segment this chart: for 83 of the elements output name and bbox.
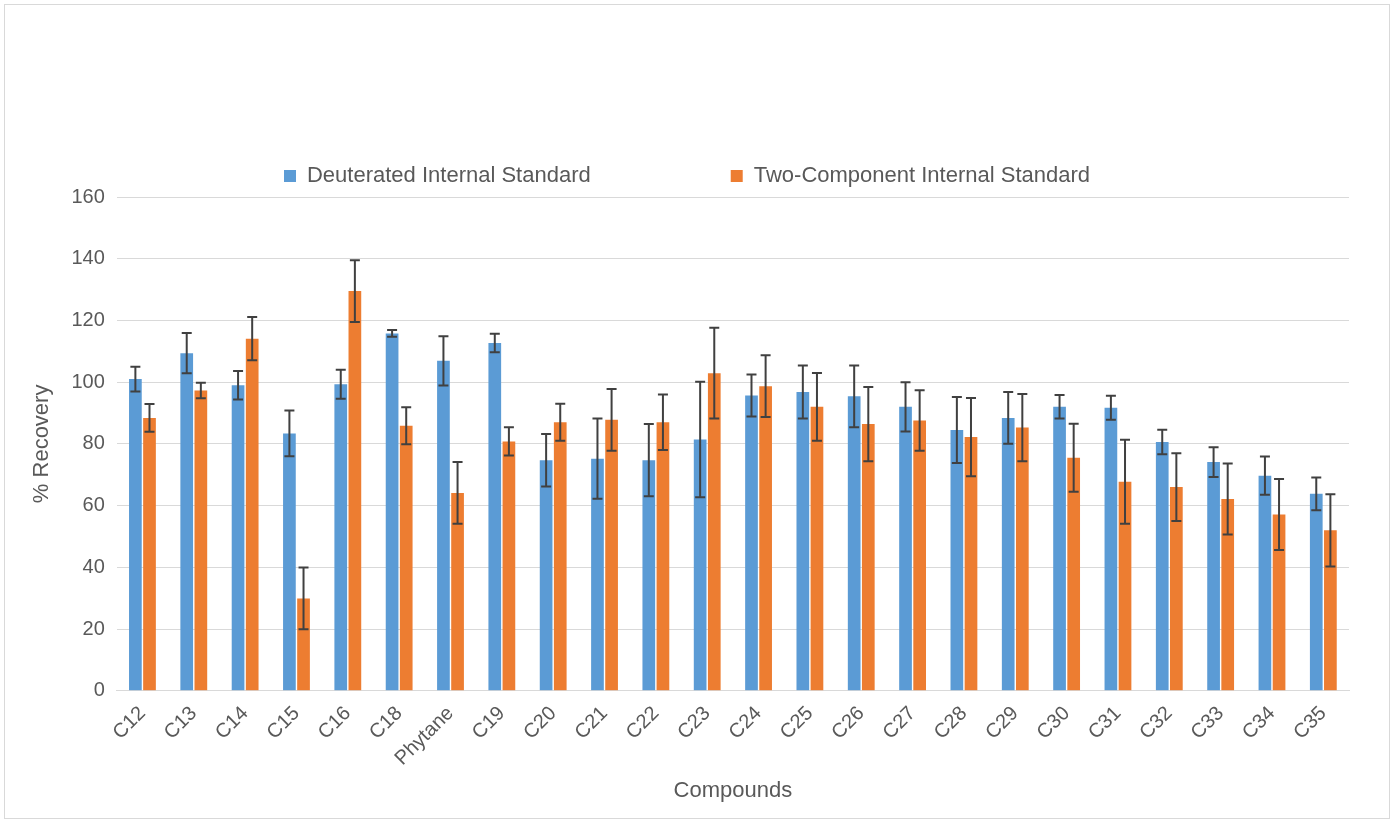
bar	[950, 429, 964, 691]
x-tick-label: C35	[1288, 701, 1331, 743]
x-tick-label: C25	[775, 701, 817, 743]
bar	[964, 437, 978, 691]
y-tick-label: 0	[93, 678, 105, 701]
bar	[539, 460, 553, 691]
x-tick-label: C19	[467, 701, 509, 743]
bar	[913, 420, 926, 691]
x-tick-label: C12	[107, 701, 150, 743]
bar	[437, 360, 450, 691]
y-tick-label: 80	[82, 431, 105, 454]
bar	[861, 424, 875, 691]
bar	[1118, 481, 1132, 691]
x-tick-label: C22	[621, 701, 663, 743]
y-tick-label: 100	[71, 369, 105, 392]
x-tick-label: C34	[1237, 701, 1279, 743]
bar	[707, 373, 721, 691]
bar	[143, 417, 156, 691]
bar	[399, 425, 413, 691]
bar	[1001, 417, 1015, 691]
bar	[553, 422, 567, 691]
x-tick-label: C14	[210, 701, 252, 743]
bar	[245, 338, 259, 691]
bar	[1221, 499, 1235, 691]
y-tick-label: 40	[82, 554, 105, 577]
bar	[1309, 493, 1323, 691]
bar	[1324, 530, 1337, 691]
bar	[656, 422, 670, 691]
bar	[283, 433, 296, 691]
bar	[488, 342, 502, 691]
y-tick-label: 20	[82, 616, 105, 639]
x-tick-label: C28	[929, 701, 971, 743]
bar	[1015, 427, 1029, 691]
x-tick-label: C27	[877, 701, 920, 743]
bar	[1053, 406, 1066, 691]
bar	[348, 291, 362, 691]
x-tick-label: C26	[826, 701, 868, 743]
x-tick-label: C13	[159, 701, 201, 743]
x-tick-label: C29	[980, 701, 1022, 743]
y-tick-label: 140	[71, 246, 105, 269]
y-tick-label: 160	[71, 184, 105, 207]
bar	[642, 460, 656, 691]
bar	[847, 396, 861, 691]
bar	[605, 419, 618, 691]
bar	[1104, 407, 1118, 691]
bar	[745, 395, 758, 691]
bar	[796, 392, 810, 691]
y-tick-label: 120	[71, 307, 105, 330]
bar	[385, 333, 399, 691]
bar	[451, 492, 464, 691]
bar	[1258, 475, 1272, 691]
bar	[334, 384, 348, 691]
x-tick-label: C21	[569, 701, 612, 743]
bar	[591, 458, 604, 691]
bar	[1207, 462, 1220, 691]
x-tick-label: C15	[261, 701, 304, 743]
bar	[129, 379, 142, 691]
bar	[810, 406, 824, 691]
bar	[502, 441, 516, 691]
bar	[231, 385, 245, 691]
bar	[1272, 514, 1286, 691]
x-tick-label: C20	[518, 701, 560, 743]
x-tick-label: C16	[313, 701, 355, 743]
bar	[693, 439, 707, 691]
x-tick-label: C30	[1031, 701, 1074, 743]
bar	[180, 353, 194, 691]
x-tick-label: C23	[672, 701, 714, 743]
bar	[1170, 487, 1183, 691]
bar	[1067, 457, 1081, 691]
x-tick-label: C24	[723, 701, 766, 743]
legend-label: Deuterated Internal Standard	[306, 162, 591, 188]
bar	[194, 390, 208, 691]
x-tick-label: C33	[1185, 701, 1228, 743]
bar	[899, 406, 912, 691]
bar	[297, 598, 310, 691]
bar	[759, 386, 772, 691]
legend-label: Two-Component Internal Standard	[753, 162, 1091, 188]
x-axis-title: Compounds	[673, 776, 793, 802]
y-axis-title: % Recovery	[28, 384, 54, 504]
x-tick-label: C32	[1134, 701, 1177, 743]
x-tick-label: C31	[1083, 701, 1125, 743]
y-tick-label: 60	[82, 493, 105, 516]
bar	[1155, 442, 1169, 691]
